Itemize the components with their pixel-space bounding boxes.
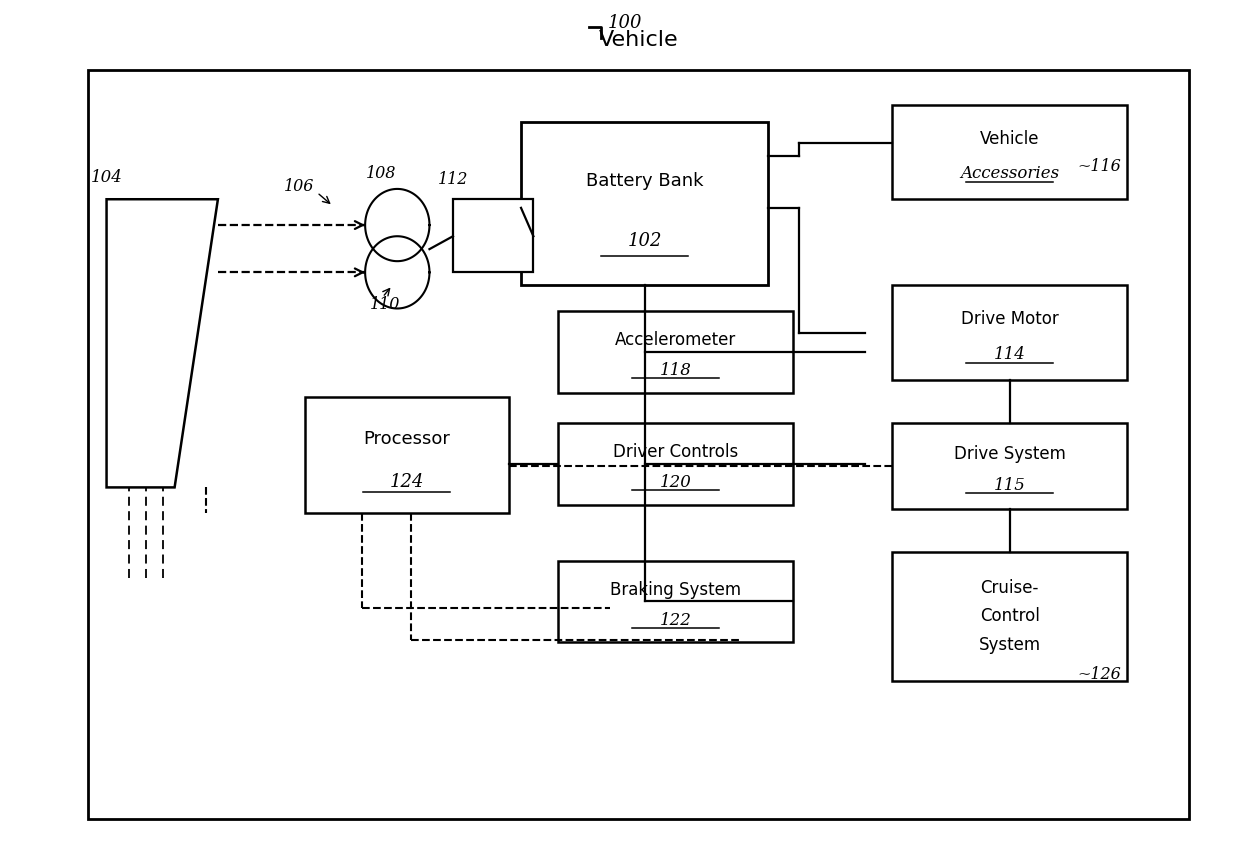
- Text: Cruise-: Cruise-: [981, 579, 1039, 597]
- Text: 110: 110: [370, 296, 401, 312]
- Text: 124: 124: [389, 473, 424, 491]
- Text: Accessories: Accessories: [960, 165, 1059, 182]
- Bar: [893, 423, 1127, 509]
- Bar: [521, 122, 769, 286]
- Text: Vehicle: Vehicle: [980, 129, 1039, 148]
- Text: 118: 118: [660, 362, 692, 379]
- Text: 122: 122: [660, 612, 692, 628]
- Bar: [558, 423, 794, 505]
- Text: Vehicle: Vehicle: [599, 30, 678, 50]
- Text: System: System: [978, 636, 1040, 654]
- Bar: [893, 552, 1127, 681]
- Bar: [866, 148, 1156, 694]
- Bar: [453, 199, 533, 273]
- Text: 100: 100: [608, 14, 642, 32]
- Text: Battery Bank: Battery Bank: [587, 172, 703, 190]
- Text: 114: 114: [993, 346, 1025, 362]
- Text: 102: 102: [627, 232, 662, 250]
- Text: Braking System: Braking System: [610, 581, 742, 599]
- Text: 108: 108: [366, 165, 397, 182]
- Text: Driver Controls: Driver Controls: [613, 444, 738, 462]
- Text: Drive System: Drive System: [954, 444, 1065, 463]
- Text: 120: 120: [660, 474, 692, 491]
- Text: 104: 104: [91, 169, 123, 186]
- Text: ~116: ~116: [1078, 158, 1121, 175]
- Text: Drive Motor: Drive Motor: [961, 311, 1059, 328]
- Text: 106: 106: [284, 178, 314, 195]
- Bar: [88, 70, 1189, 819]
- Bar: [893, 104, 1127, 199]
- Text: ~126: ~126: [1078, 665, 1121, 683]
- Bar: [558, 311, 794, 393]
- Text: Accelerometer: Accelerometer: [615, 331, 737, 350]
- Polygon shape: [107, 199, 218, 488]
- Text: 112: 112: [438, 171, 469, 188]
- Bar: [558, 561, 794, 642]
- Text: 115: 115: [993, 477, 1025, 494]
- Bar: [893, 286, 1127, 380]
- Text: Control: Control: [980, 608, 1039, 626]
- Text: Processor: Processor: [363, 430, 450, 448]
- Bar: [305, 397, 508, 513]
